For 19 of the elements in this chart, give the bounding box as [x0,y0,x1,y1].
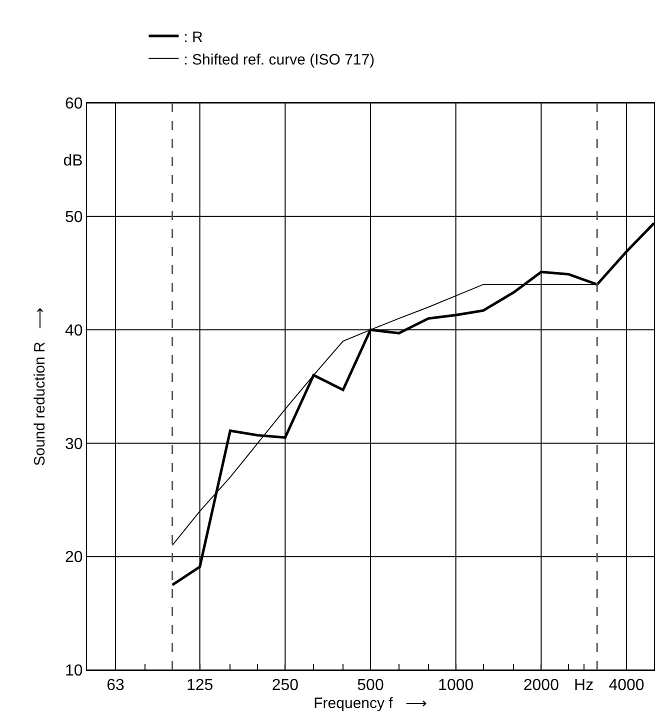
legend-label: : Shifted ref. curve (ISO 717) [184,51,375,68]
legend-label: : R [184,28,204,46]
y-axis-title: Sound reduction R ⟶ [31,307,48,466]
y-tick-label: 40 [65,322,83,340]
x-tick-label: 1000 [438,677,474,694]
x-tick-label: 2000 [523,677,560,694]
x-tick-label: 250 [272,677,299,694]
y-tick-label: 60 [65,96,83,113]
y-tick-label: 50 [65,209,83,226]
x-tick-label: 500 [357,677,384,694]
y-tick-label: 10 [65,662,83,680]
x-tick-label: Hz [574,677,594,694]
y-tick-label: dB [63,152,83,170]
y-tick-label: 20 [65,549,83,566]
x-axis-title: Frequency f ⟶ [314,695,428,712]
x-tick-label: 63 [106,677,124,694]
y-tick-label: 30 [65,436,83,453]
x-tick-label: 125 [186,677,214,694]
x-tick-label: 4000 [608,677,644,694]
